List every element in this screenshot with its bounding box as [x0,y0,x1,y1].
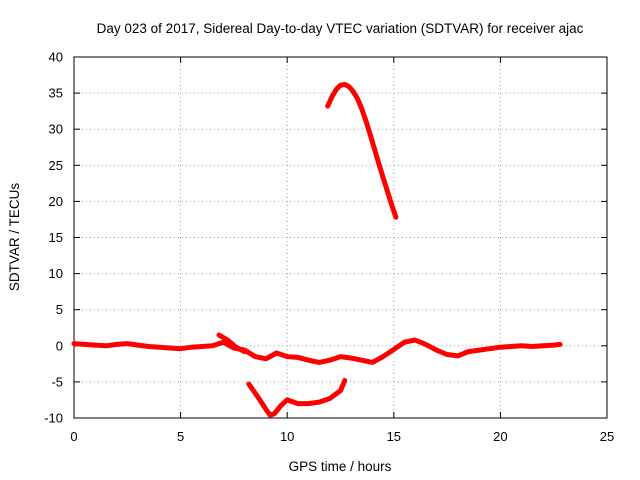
x-tick-label: 10 [280,429,294,444]
y-tick-label: 0 [56,338,63,353]
y-tick-label: -10 [44,411,63,426]
series-baseline [71,337,563,365]
series-spike-7h [216,332,248,355]
y-tick-label: 10 [49,266,63,281]
y-tick-label: 30 [49,122,63,137]
y-tick-label: 15 [49,230,63,245]
grid [74,57,607,418]
y-tick-label: 25 [49,158,63,173]
y-tick-label: 5 [56,302,63,317]
chart-title: Day 023 of 2017, Sidereal Day-to-day VTE… [97,21,584,36]
x-tick-label: 15 [387,429,401,444]
axis-ticks: 0 5 10 15 20 25 -10 -5 0 5 10 15 20 25 30 35 40 [44,50,614,445]
x-tick-label: 5 [177,429,184,444]
y-tick-label: 40 [49,50,63,65]
series-group [71,81,563,418]
x-axis-label: GPS time / hours [289,459,392,474]
y-tick-label: 20 [49,194,63,209]
y-tick-label: -5 [51,374,63,389]
y-tick-label: 35 [49,86,63,101]
x-tick-label: 0 [70,429,77,444]
plot-frame [73,56,608,419]
series-upper-arc [325,81,399,220]
y-axis-label: SDTVAR / TECUs [7,183,22,292]
series-lower-arc [246,378,348,418]
x-tick-label: 20 [493,429,507,444]
x-tick-label: 25 [600,429,614,444]
